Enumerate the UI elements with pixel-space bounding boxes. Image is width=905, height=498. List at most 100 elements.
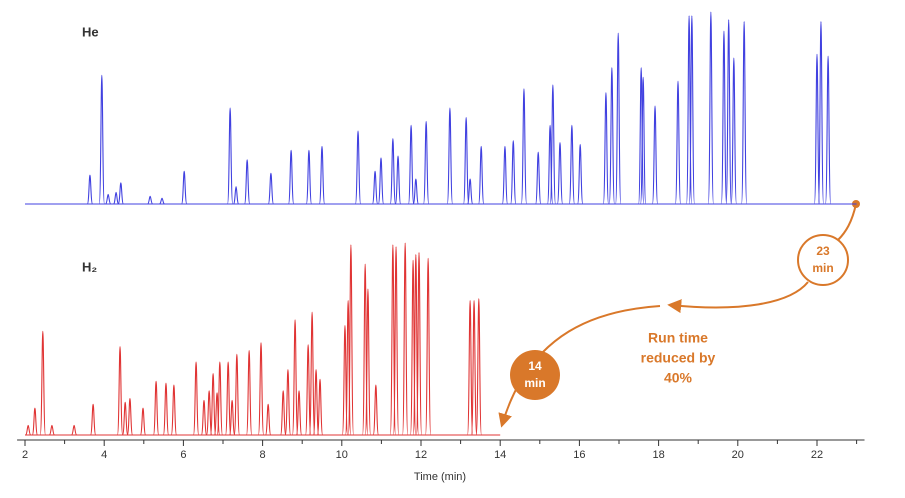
peak: [139, 407, 147, 436]
peak: [225, 361, 232, 436]
peak: [466, 178, 474, 205]
peak: [602, 92, 610, 205]
x-tick-label: 2: [22, 449, 28, 461]
peak: [730, 57, 737, 205]
series-name: H₂: [82, 259, 97, 274]
peak: [371, 170, 379, 205]
series-name: He: [82, 24, 99, 39]
peak: [31, 407, 39, 436]
peak: [394, 155, 402, 205]
annotation-arrows: [498, 203, 857, 428]
peak: [228, 399, 236, 436]
annotation-circle: [510, 350, 560, 400]
peak: [233, 353, 241, 436]
x-axis-label: Time (min): [414, 471, 466, 483]
annotation: min: [812, 261, 833, 275]
peak: [39, 330, 46, 436]
x-tick-label: 20: [732, 449, 744, 461]
peak: [116, 346, 124, 436]
peak: [48, 424, 56, 436]
peak: [813, 53, 821, 205]
peak: [216, 361, 223, 436]
x-tick-label: 22: [811, 449, 823, 461]
peak: [318, 145, 326, 205]
peak: [122, 401, 129, 436]
peak: [284, 369, 292, 436]
peak: [364, 288, 372, 436]
peak: [280, 390, 287, 436]
peak: [707, 11, 715, 205]
peak: [615, 32, 622, 205]
peak: [546, 124, 554, 205]
peak: [205, 390, 213, 436]
peak: [291, 319, 299, 436]
peak: [264, 403, 272, 436]
peak: [159, 197, 165, 205]
peak: [372, 384, 380, 436]
annotation-circle: [797, 234, 849, 286]
peak: [608, 67, 616, 205]
peak: [415, 252, 423, 436]
peak: [304, 344, 312, 436]
x-tick-label: 16: [573, 449, 585, 461]
x-tick-label: 12: [415, 449, 427, 461]
annotation: reduced by: [641, 350, 716, 366]
peak: [245, 349, 253, 436]
peak: [126, 397, 134, 436]
peak: [651, 105, 659, 205]
peak: [86, 174, 94, 205]
x-tick-label: 14: [494, 449, 506, 461]
peak: [640, 76, 647, 205]
peak: [316, 378, 324, 436]
peak: [520, 88, 528, 205]
annotation: 14: [528, 359, 542, 373]
peak: [577, 143, 584, 205]
annotation: min: [524, 376, 545, 390]
peak: [535, 151, 542, 205]
peak: [105, 193, 112, 205]
peak: [98, 74, 105, 205]
peak: [412, 178, 419, 205]
peak: [824, 55, 832, 205]
annotation: 40%: [664, 370, 693, 386]
peak: [402, 242, 409, 436]
peak: [117, 182, 124, 205]
peak: [470, 300, 478, 436]
peak: [152, 380, 160, 436]
peak: [377, 157, 385, 205]
peak: [209, 373, 217, 436]
peak: [226, 107, 234, 205]
peak: [112, 191, 120, 205]
peak: [305, 149, 313, 205]
peak: [674, 80, 682, 205]
peak: [725, 19, 732, 205]
peak: [257, 342, 265, 436]
peak: [407, 124, 415, 205]
peak: [446, 107, 454, 205]
peak: [510, 140, 517, 205]
peak: [817, 21, 825, 205]
peak: [638, 67, 645, 205]
peak: [25, 424, 32, 436]
peak: [389, 138, 397, 205]
peak: [147, 195, 154, 205]
x-tick-label: 18: [652, 449, 664, 461]
peak: [200, 399, 208, 436]
peak: [462, 117, 470, 205]
peak: [347, 244, 355, 436]
peak: [424, 257, 432, 436]
peak: [308, 311, 316, 436]
x-tick-label: 6: [180, 449, 186, 461]
peak: [423, 120, 430, 205]
peak: [89, 403, 97, 436]
x-tick-label: 4: [101, 449, 107, 461]
peak: [549, 84, 557, 205]
peak: [287, 149, 295, 205]
peak: [740, 21, 748, 205]
annotation: Run time: [648, 330, 708, 346]
peak: [568, 124, 576, 205]
annotation: 23: [816, 244, 830, 258]
peak: [244, 159, 251, 205]
peak: [192, 361, 200, 436]
